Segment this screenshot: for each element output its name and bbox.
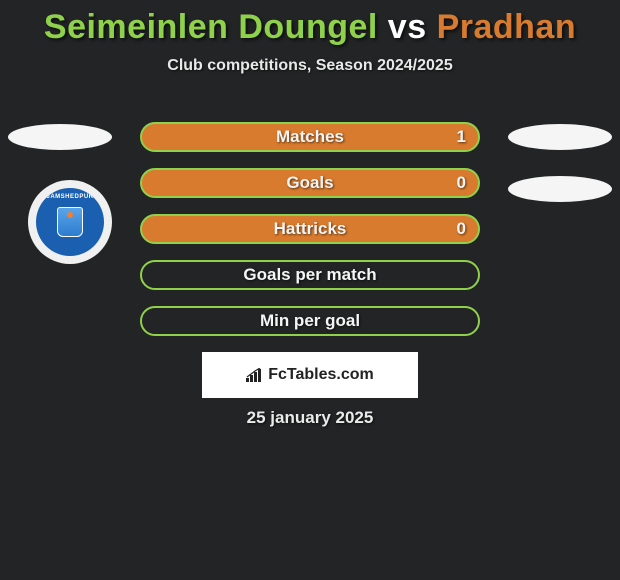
vs-text: vs: [388, 8, 437, 46]
stats-container: Matches 1 Goals 0 Hattricks 0 Goals per match M…: [140, 122, 480, 352]
comparison-title: Seimeinlen Doungel vs Pradhan: [0, 0, 620, 47]
player1-club-badge: JAMSHEDPUR: [28, 180, 112, 264]
subtitle: Club competitions, Season 2024/2025: [0, 57, 620, 75]
stat-value: 0: [457, 219, 466, 239]
stat-value: 1: [457, 127, 466, 147]
player2-name: Pradhan: [437, 8, 577, 46]
club-badge-inner: JAMSHEDPUR: [36, 188, 104, 256]
stat-label: Hattricks: [274, 219, 347, 239]
date-text: 25 january 2025: [0, 408, 620, 428]
branding-text: FcTables.com: [268, 366, 374, 384]
stat-row: Goals 0: [140, 168, 480, 198]
stat-label: Goals: [286, 173, 333, 193]
player1-name: Seimeinlen Doungel: [44, 8, 378, 46]
branding-box: FcTables.com: [202, 352, 418, 398]
stat-label: Goals per match: [243, 265, 376, 285]
player1-avatar: [8, 124, 112, 150]
player2-club-avatar: [508, 176, 612, 202]
player2-avatar: [508, 124, 612, 150]
stat-label: Min per goal: [260, 311, 360, 331]
chart-icon: [246, 368, 264, 382]
stat-row: Min per goal: [140, 306, 480, 336]
stat-row: Hattricks 0: [140, 214, 480, 244]
stat-row: Matches 1: [140, 122, 480, 152]
stat-value: 0: [457, 173, 466, 193]
club-name: JAMSHEDPUR: [46, 194, 93, 200]
club-shield-icon: [57, 207, 83, 237]
stat-label: Matches: [276, 127, 344, 147]
stat-row: Goals per match: [140, 260, 480, 290]
